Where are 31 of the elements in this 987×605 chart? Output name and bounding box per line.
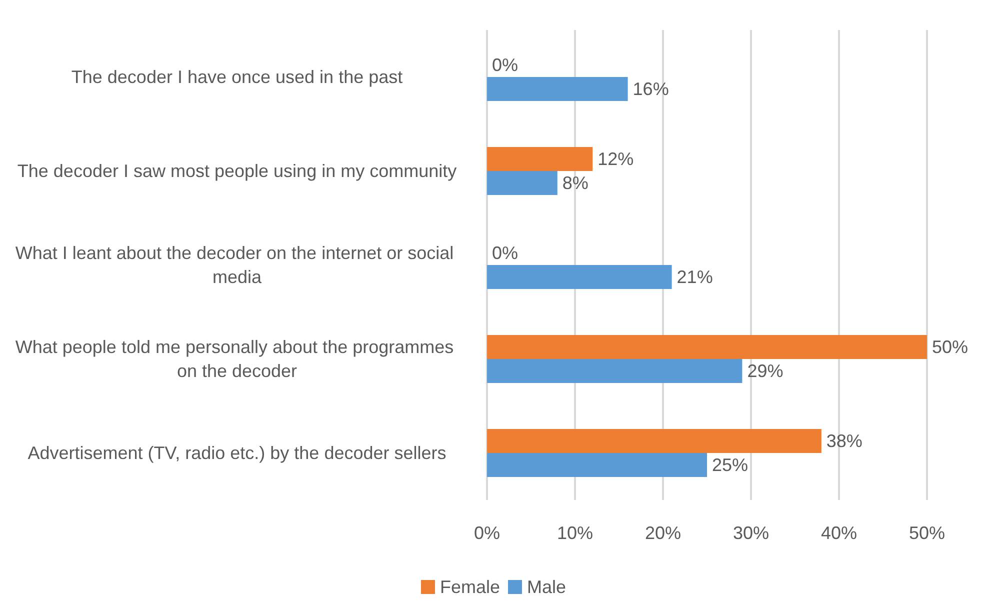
data-label: 38%: [826, 431, 862, 451]
bar: [487, 429, 822, 453]
bar: [487, 359, 742, 383]
legend-label: Male: [527, 577, 566, 597]
bar: [487, 265, 672, 289]
x-tick-label: 20%: [644, 523, 682, 543]
data-label: 29%: [747, 361, 784, 381]
data-label: 25%: [712, 455, 748, 475]
data-label: 50%: [932, 337, 968, 357]
bar: [487, 453, 707, 477]
bar: [487, 335, 927, 359]
x-tick-label: 0%: [474, 523, 500, 543]
y-tick-label: What people told me personally about the programmes on the decoder: [15, 337, 459, 381]
data-label: 8%: [562, 173, 588, 193]
y-tick-label: Advertisement (TV, radio etc.) by the decoder sellers: [28, 443, 446, 463]
data-label: 16%: [632, 79, 669, 99]
bar: [487, 77, 628, 101]
x-tick-label: 30%: [732, 523, 770, 543]
y-tick-label: What I leant about the decoder on the internet or social media: [15, 243, 459, 287]
data-label: 21%: [676, 267, 713, 287]
x-tick-label: 50%: [908, 523, 946, 543]
x-tick-label: 10%: [556, 523, 594, 543]
data-label: 0%: [492, 55, 518, 75]
data-label: 0%: [492, 243, 518, 263]
y-tick-label: The decoder I have once used in the past: [71, 67, 403, 87]
data-label: 12%: [598, 149, 634, 169]
bar: [487, 147, 593, 171]
legend-label: Female: [440, 577, 500, 597]
y-tick-label: The decoder I saw most people using in my community: [17, 161, 457, 181]
bar: [487, 171, 558, 195]
x-tick-label: 40%: [820, 523, 858, 543]
